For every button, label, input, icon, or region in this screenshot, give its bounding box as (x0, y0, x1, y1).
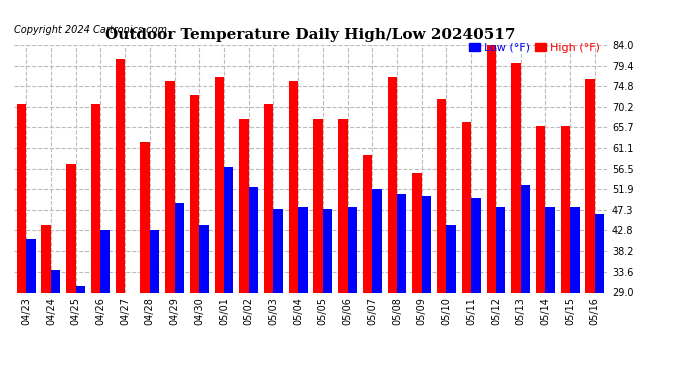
Bar (165, 81, 175, 375)
Bar (26, 238, 36, 375)
Bar (150, 230, 159, 375)
Bar (224, 166, 233, 375)
Bar (373, 189, 382, 375)
Bar (51, 270, 60, 375)
Bar (486, 45, 496, 375)
Bar (100, 230, 110, 375)
Title: Outdoor Temperature Daily High/Low 20240517: Outdoor Temperature Daily High/Low 20240… (106, 28, 515, 42)
Bar (313, 119, 323, 375)
Bar (511, 63, 521, 375)
Bar (462, 122, 471, 375)
Legend: Low (°F), High (°F): Low (°F), High (°F) (467, 40, 602, 55)
Bar (215, 76, 224, 375)
Bar (76, 286, 85, 375)
Bar (348, 207, 357, 375)
Bar (175, 202, 184, 375)
Bar (545, 207, 555, 375)
Bar (595, 214, 604, 375)
Bar (536, 126, 545, 375)
Bar (397, 194, 406, 375)
Bar (116, 58, 125, 375)
Bar (264, 104, 273, 375)
Bar (437, 99, 446, 375)
Bar (496, 207, 505, 375)
Bar (248, 187, 258, 375)
Bar (190, 94, 199, 375)
Bar (323, 209, 333, 375)
Bar (199, 225, 208, 375)
Bar (298, 207, 308, 375)
Bar (239, 119, 248, 375)
Bar (388, 76, 397, 375)
Bar (413, 173, 422, 375)
Bar (41, 225, 51, 375)
Bar (140, 142, 150, 375)
Bar (66, 164, 76, 375)
Bar (585, 79, 595, 375)
Bar (363, 155, 373, 375)
Bar (521, 184, 530, 375)
Bar (338, 119, 348, 375)
Bar (422, 196, 431, 375)
Bar (288, 81, 298, 375)
Bar (471, 198, 481, 375)
Bar (446, 225, 456, 375)
Text: Copyright 2024 Cartronics.com: Copyright 2024 Cartronics.com (14, 25, 167, 35)
Bar (91, 104, 100, 375)
Bar (17, 104, 26, 375)
Bar (570, 207, 580, 375)
Bar (273, 209, 283, 375)
Bar (125, 292, 135, 375)
Bar (561, 126, 570, 375)
